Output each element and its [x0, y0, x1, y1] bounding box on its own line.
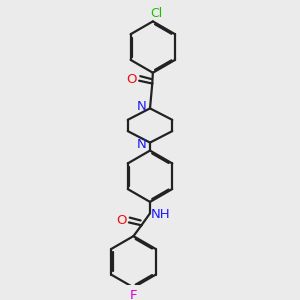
Text: O: O [116, 214, 127, 227]
Text: NH: NH [151, 208, 171, 221]
Text: O: O [126, 74, 136, 86]
Text: N: N [137, 100, 147, 113]
Text: Cl: Cl [150, 7, 162, 20]
Text: F: F [130, 289, 137, 300]
Text: N: N [137, 137, 147, 151]
